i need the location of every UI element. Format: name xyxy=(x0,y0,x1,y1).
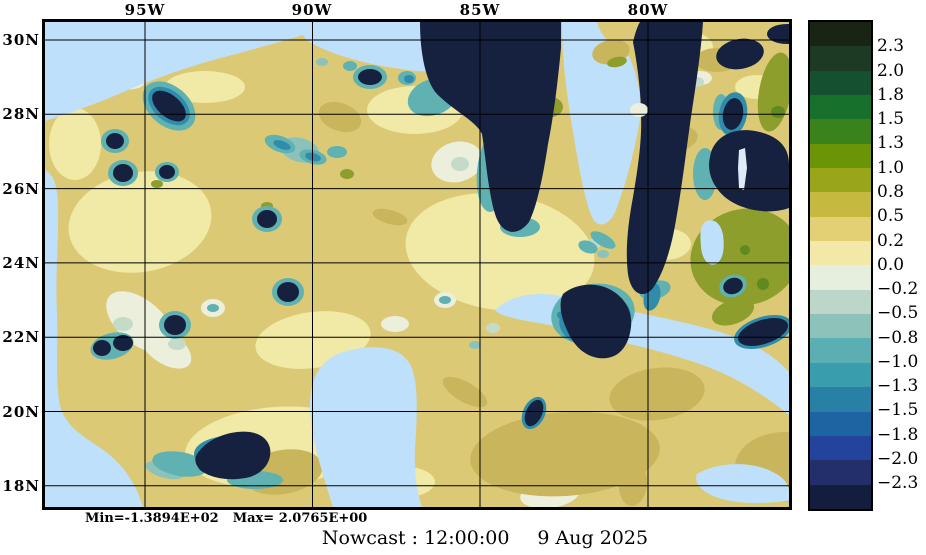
colorbar-label: −1.0 xyxy=(877,352,919,372)
colorbar-band xyxy=(810,216,871,242)
colorbar-label: 1.8 xyxy=(877,85,905,105)
grid-lines xyxy=(45,22,789,507)
lon-label: 85W xyxy=(459,1,501,19)
colorbar-band xyxy=(810,119,871,144)
colorbar-label: 0.2 xyxy=(877,231,905,251)
colorbar-band xyxy=(810,338,871,363)
lat-label: 24N xyxy=(2,254,40,272)
colorbar-label: −2.0 xyxy=(877,449,919,469)
colorbar-label: 2.3 xyxy=(877,36,905,56)
lat-label: 22N xyxy=(2,328,40,346)
eddy-navy-cores xyxy=(93,22,789,480)
colorbar-band xyxy=(810,46,871,71)
colorbar-band xyxy=(810,387,871,412)
caption-date: 9 Aug 2025 xyxy=(537,527,649,549)
colorbar-band xyxy=(810,70,871,96)
colorbar-label: 1.3 xyxy=(877,133,905,153)
colorbar-label: −2.3 xyxy=(877,473,919,493)
colorbar-band xyxy=(810,241,871,266)
colorbar-label: 0.0 xyxy=(877,255,905,275)
colorbar-label: −0.8 xyxy=(877,328,919,348)
colorbar-label: −1.3 xyxy=(877,376,919,396)
map-plot xyxy=(42,19,792,510)
colorbar-label: 0.8 xyxy=(877,182,905,202)
colorbar-band xyxy=(810,143,871,169)
colorbar-band xyxy=(810,435,871,461)
colorbar-band xyxy=(810,22,871,47)
field-max: Max= 2.0765E+00 xyxy=(232,511,368,526)
colorbar-band xyxy=(810,314,871,339)
lat-label: 26N xyxy=(2,180,40,198)
colorbar-label: 1.5 xyxy=(877,109,905,129)
field-min: Min=-1.3894E+02 xyxy=(85,511,219,526)
lon-label: 95W xyxy=(124,1,166,19)
lat-label: 18N xyxy=(2,477,40,495)
lon-label: 80W xyxy=(627,1,669,19)
colorbar-band xyxy=(810,289,871,315)
colorbar-band xyxy=(810,192,871,217)
colorbar-band xyxy=(810,411,871,436)
colorbar-band xyxy=(810,95,871,120)
lat-label: 30N xyxy=(2,31,40,49)
caption-title: Nowcast : 12:00:00 xyxy=(321,527,510,549)
lon-label: 90W xyxy=(291,1,333,19)
field-stats: Min=-1.3894E+02 Max= 2.0765E+00 xyxy=(85,511,367,526)
lat-label: 20N xyxy=(2,403,40,421)
lat-label: 28N xyxy=(2,105,40,123)
colorbar-label: 2.0 xyxy=(877,61,905,81)
figure-caption: Nowcast : 12:00:00 9 Aug 2025 xyxy=(90,527,880,549)
colorbar-label: −1.8 xyxy=(877,425,919,445)
colorbar-label: −0.5 xyxy=(877,303,919,323)
colorbar-label: −1.5 xyxy=(877,400,919,420)
colorbar-label: 1.0 xyxy=(877,158,905,178)
colorbar-band xyxy=(810,265,871,290)
island-details xyxy=(592,39,747,190)
colorbar-label: −0.2 xyxy=(877,279,919,299)
colorbar-band xyxy=(810,168,871,193)
ssh-field-map xyxy=(45,22,789,507)
colorbar-band xyxy=(810,362,871,388)
colorbar-band xyxy=(810,460,871,485)
colorbar xyxy=(808,20,873,511)
colorbar-label: 0.5 xyxy=(877,206,905,226)
colorbar-band xyxy=(810,484,871,509)
